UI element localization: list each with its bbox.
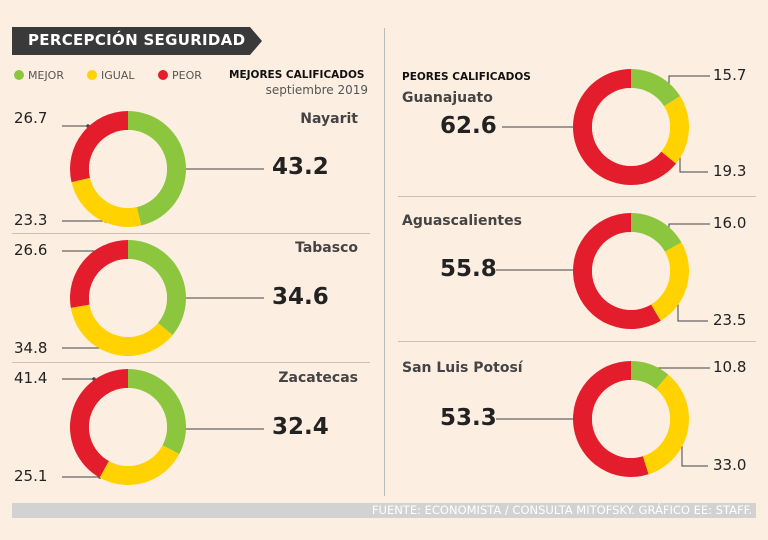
state-name-slp: San Luis Potosí [402, 360, 523, 376]
legend-dot-peor [158, 70, 168, 80]
best-subtitle: septiembre 2019 [265, 83, 368, 97]
title-banner [12, 27, 262, 55]
donut-hole [592, 88, 670, 166]
donut-segment-mejor [631, 213, 682, 252]
donut-segment-peor [69, 111, 128, 183]
donut-segment-mejor [631, 361, 669, 390]
value-tabasco-igual: 34.8 [14, 339, 48, 357]
state-name-aguascalientes: Aguascalientes [402, 213, 522, 229]
donut-slp [573, 361, 689, 477]
donut-segment-igual [650, 242, 689, 321]
legend-label-mejor: MEJOR [28, 69, 64, 82]
column-divider [384, 28, 385, 496]
donut-guanajuato [573, 69, 689, 185]
value-zacatecas-igual: 25.1 [14, 467, 48, 485]
value-aguascalientes-mejor: 16.0 [713, 214, 747, 232]
donut-hole [592, 380, 670, 458]
value-zacatecas-mejor: 32.4 [272, 414, 329, 440]
donut-hole [89, 130, 167, 208]
value-aguascalientes-peor: 55.8 [440, 256, 497, 282]
legend-dot-mejor [14, 70, 24, 80]
donut-segment-peor [573, 361, 649, 477]
divider-right-1 [398, 196, 756, 197]
value-guanajuato-igual: 19.3 [713, 162, 747, 180]
value-nayarit-mejor: 43.2 [272, 154, 329, 180]
worst-heading: PEORES CALIFICADOS [402, 71, 531, 83]
page-title: PERCEPCIÓN SEGURIDAD [28, 31, 246, 49]
donut-segment-peor [69, 369, 128, 478]
donut-segment-mejor [631, 69, 681, 107]
donut-segment-igual [99, 445, 180, 485]
value-zacatecas-peor: 41.4 [14, 369, 48, 387]
donut-zacatecas [69, 369, 186, 485]
state-name-tabasco: Tabasco [295, 240, 358, 256]
value-tabasco-mejor: 34.6 [272, 284, 329, 310]
value-slp-igual: 33.0 [713, 456, 747, 474]
donut-segment-peor [573, 213, 661, 329]
donut-segment-mejor [128, 369, 186, 455]
state-name-zacatecas: Zacatecas [278, 370, 358, 386]
donut-hole [592, 232, 670, 310]
donut-segment-igual [70, 304, 173, 356]
divider-right-2 [398, 341, 756, 342]
donut-aguascalientes [573, 213, 689, 329]
donut-segment-igual [642, 374, 689, 475]
value-guanajuato-peor: 62.6 [440, 113, 497, 139]
value-guanajuato-mejor: 15.7 [713, 66, 747, 84]
divider-left-2 [12, 362, 370, 363]
divider-left-1 [12, 233, 370, 234]
footer-bar [12, 503, 756, 518]
footer-source: FUENTE: ECONOMISTA / CONSULTA MITOFSKY. … [371, 503, 752, 517]
legend-label-igual: IGUAL [101, 69, 135, 82]
legend-item-peor: PEOR [158, 69, 202, 82]
legend-label-peor: PEOR [172, 69, 202, 82]
legend-item-igual: IGUAL [87, 69, 134, 82]
donut-segment-mejor [128, 240, 186, 336]
donut-hole [89, 259, 167, 337]
donut-segment-igual [71, 177, 142, 227]
value-slp-peor: 53.3 [440, 405, 497, 431]
donut-segment-mejor [128, 111, 187, 226]
donut-hole [89, 388, 167, 466]
value-tabasco-peor: 26.6 [14, 241, 48, 259]
legend-dot-igual [87, 70, 97, 80]
donut-nayarit [69, 111, 187, 227]
state-name-guanajuato: Guanajuato [402, 90, 493, 106]
state-name-nayarit: Nayarit [300, 111, 358, 127]
value-slp-mejor: 10.8 [713, 358, 747, 376]
donut-segment-peor [573, 69, 677, 185]
donut-segment-peor [70, 240, 128, 308]
value-nayarit-igual: 23.3 [14, 211, 48, 229]
legend-item-mejor: MEJOR [14, 69, 64, 82]
donut-tabasco [70, 240, 186, 356]
best-heading: MEJORES CALIFICADOS [229, 69, 365, 81]
value-nayarit-peor: 26.7 [14, 109, 48, 127]
value-aguascalientes-igual: 23.5 [713, 311, 747, 329]
donut-segment-igual [661, 96, 689, 164]
